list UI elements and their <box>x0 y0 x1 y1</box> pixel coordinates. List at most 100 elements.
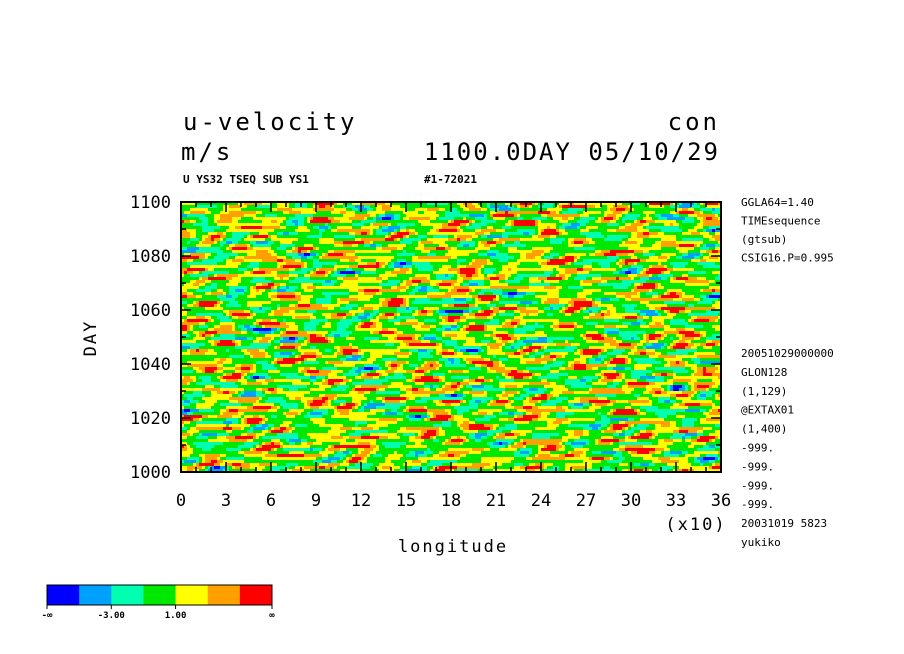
heat-cell <box>499 223 503 227</box>
heat-cell <box>205 205 209 209</box>
heat-cell <box>319 235 323 239</box>
heat-cell <box>637 238 641 242</box>
heat-cell <box>493 253 497 257</box>
heat-cell <box>685 262 689 266</box>
heat-cell <box>463 235 467 239</box>
heat-cell <box>268 247 272 251</box>
heat-cell <box>379 208 383 212</box>
heat-cell <box>517 277 521 281</box>
heat-cell <box>676 202 680 206</box>
heat-cell <box>655 208 659 212</box>
heat-cell <box>652 202 656 206</box>
heat-cell <box>625 202 629 206</box>
heat-cell <box>715 274 719 278</box>
heat-cell <box>274 268 278 272</box>
heat-cell <box>391 238 395 242</box>
heat-cell <box>367 283 371 287</box>
heat-cell <box>562 229 566 233</box>
heat-cell <box>334 226 338 230</box>
heat-cell <box>286 232 290 236</box>
heat-cell <box>547 250 551 254</box>
heat-cell <box>220 214 224 218</box>
heat-cell <box>331 241 335 245</box>
heat-cell <box>328 226 332 230</box>
heat-cell <box>553 235 557 239</box>
heat-cell <box>280 214 284 218</box>
heat-cell <box>484 220 488 224</box>
heat-cell <box>568 232 572 236</box>
heat-cell <box>439 271 443 275</box>
heat-cell <box>535 247 539 251</box>
heat-cell <box>337 256 341 260</box>
heat-cell <box>487 256 491 260</box>
heat-cell <box>187 214 191 218</box>
heat-cell <box>232 220 236 224</box>
heat-cell <box>364 244 368 248</box>
heat-cell <box>514 256 518 260</box>
heat-cell <box>481 262 485 266</box>
heat-cell <box>220 256 224 260</box>
heat-cell <box>514 232 518 236</box>
heat-cell <box>661 271 665 275</box>
heat-cell <box>376 223 380 227</box>
heat-cell <box>514 271 518 275</box>
heat-cell <box>259 223 263 227</box>
heat-cell <box>649 277 653 281</box>
heat-cell <box>466 238 470 242</box>
heat-cell <box>574 247 578 251</box>
heat-cell <box>289 217 293 221</box>
heat-cell <box>223 220 227 224</box>
heat-cell <box>430 271 434 275</box>
heat-cell <box>487 223 491 227</box>
heat-cell <box>415 256 419 260</box>
heat-cell <box>511 262 515 266</box>
heat-cell <box>457 250 461 254</box>
heat-cell <box>199 208 203 212</box>
heat-cell <box>262 280 266 284</box>
heat-cell <box>406 211 410 215</box>
heat-cell <box>598 271 602 275</box>
heat-cell <box>313 277 317 281</box>
heat-cell <box>439 202 443 206</box>
heat-cell <box>667 259 671 263</box>
heat-cell <box>397 259 401 263</box>
heat-cell <box>586 250 590 254</box>
heat-cell <box>523 211 527 215</box>
heat-cell <box>403 280 407 284</box>
heat-cell <box>601 208 605 212</box>
heat-cell <box>307 211 311 215</box>
heat-cell <box>664 259 668 263</box>
heat-cell <box>592 265 596 269</box>
heat-cell <box>565 247 569 251</box>
heat-cell <box>349 205 353 209</box>
heat-cell <box>505 211 509 215</box>
heat-cell <box>388 280 392 284</box>
heat-cell <box>583 280 587 284</box>
heat-cell <box>454 226 458 230</box>
heat-cell <box>442 247 446 251</box>
heat-cell <box>667 229 671 233</box>
heat-cell <box>355 274 359 278</box>
heat-cell <box>484 235 488 239</box>
heat-cell <box>256 241 260 245</box>
heat-cell <box>316 238 320 242</box>
heat-cell <box>289 253 293 257</box>
heat-cell <box>475 253 479 257</box>
heat-cell <box>487 274 491 278</box>
heat-cell <box>322 283 326 287</box>
heat-cell <box>517 265 521 269</box>
heat-cell <box>667 262 671 266</box>
heat-cell <box>184 256 188 260</box>
heat-cell <box>253 205 257 209</box>
heat-cell <box>448 202 452 206</box>
heat-cell <box>598 220 602 224</box>
heat-cell <box>412 247 416 251</box>
heat-cell <box>586 223 590 227</box>
heat-cell <box>526 241 530 245</box>
heat-cell <box>697 214 701 218</box>
heat-cell <box>496 271 500 275</box>
heat-cell <box>526 262 530 266</box>
heat-cell <box>562 283 566 287</box>
heat-cell <box>715 238 719 242</box>
heat-cell <box>280 256 284 260</box>
